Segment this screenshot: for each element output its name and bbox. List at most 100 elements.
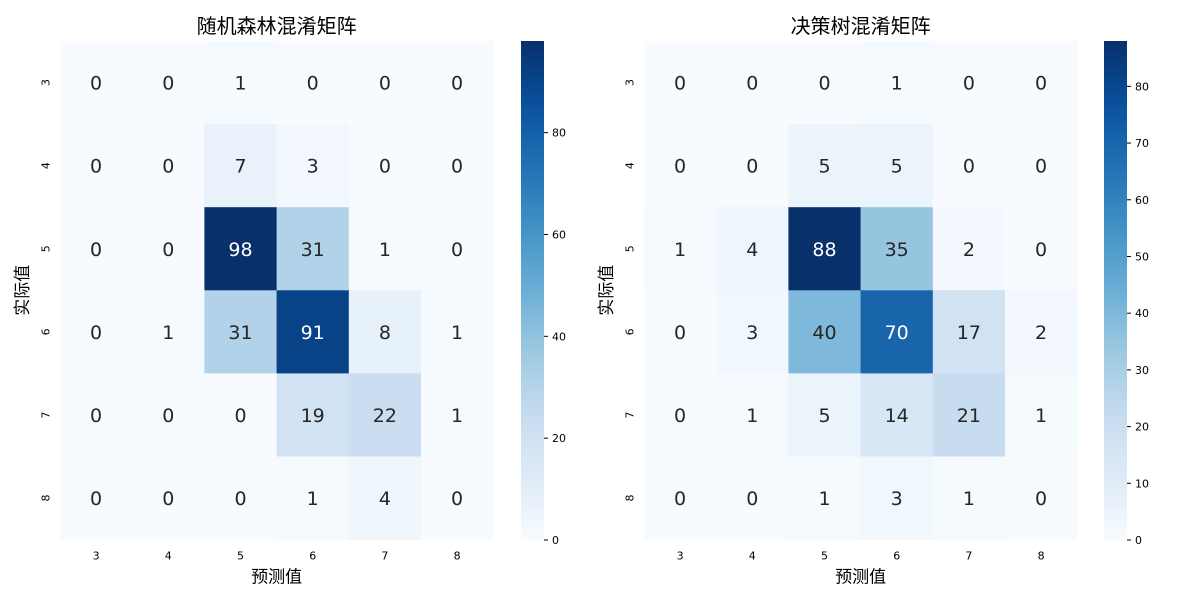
colorbar-tick-label: 80	[1135, 80, 1149, 93]
heatmap-cell	[421, 290, 494, 374]
heatmap-cell	[644, 456, 717, 541]
cell-value-label: 0	[162, 156, 174, 178]
cell-value-label: 1	[379, 239, 391, 261]
random-forest-confusion-matrix: 0 0 1 0 0 0 0 0 7 3 0 0 0 0 98 31 1 0 0 1 31 91 8 1 0 0 0 19 22 1 0 0 0 1…	[13, 14, 566, 588]
heatmap-cell	[132, 456, 205, 541]
cell-value-label: 0	[234, 488, 246, 510]
cell-value-label: 35	[885, 239, 909, 261]
colorbar-tick-label: 20	[1135, 421, 1149, 434]
heatmap-cell	[716, 290, 789, 374]
heatmap-cell	[204, 456, 278, 541]
y-tick-label: 7	[624, 411, 637, 418]
cell-value-label: 5	[818, 405, 830, 427]
cell-value-label: 0	[451, 488, 463, 510]
heatmap-cell	[60, 124, 133, 208]
heatmap-cell	[132, 207, 205, 291]
heatmap-cell	[932, 124, 1006, 208]
cell-value-label: 0	[746, 488, 758, 510]
heatmap-cell	[348, 207, 422, 291]
cell-value-label: 1	[234, 73, 246, 95]
heatmap-cell	[348, 456, 422, 541]
cell-value-label: 0	[1035, 239, 1047, 261]
heatmap-cell	[348, 373, 422, 457]
heatmap-cell	[60, 373, 133, 457]
heatmap-cell	[644, 290, 717, 374]
heatmap-cell	[716, 373, 789, 457]
x-tick-label: 4	[749, 550, 756, 563]
y-tick-label: 4	[624, 162, 637, 169]
cell-value-label: 0	[379, 73, 391, 95]
heatmap-cell	[644, 124, 717, 208]
cell-value-label: 5	[818, 156, 830, 178]
x-axis-label: 预测值	[835, 568, 886, 588]
colorbar-tick-label: 60	[552, 228, 566, 241]
heatmap-cell	[421, 41, 494, 125]
colorbar-tick-label: 60	[1135, 194, 1149, 207]
heatmap-cell	[204, 41, 278, 125]
cell-value-label: 31	[228, 322, 252, 344]
x-tick-label: 8	[1038, 550, 1045, 563]
cell-value-label: 0	[90, 405, 102, 427]
cell-value-label: 1	[891, 73, 903, 95]
cell-value-label: 3	[746, 322, 758, 344]
cell-value-label: 0	[674, 488, 686, 510]
cell-value-label: 1	[451, 322, 463, 344]
heatmap-cell	[716, 207, 789, 291]
heatmap-cell	[788, 290, 862, 374]
cell-value-label: 8	[379, 322, 391, 344]
heatmap-cell	[860, 207, 934, 291]
x-axis-label: 预测值	[251, 568, 302, 588]
heatmap-cell	[1005, 207, 1078, 291]
y-tick-label: 4	[40, 162, 53, 169]
cell-value-label: 17	[957, 322, 981, 344]
cell-value-label: 0	[451, 156, 463, 178]
cell-value-label: 1	[674, 239, 686, 261]
cell-value-label: 3	[307, 156, 319, 178]
heatmap-cell	[348, 124, 422, 208]
chart-title: 随机森林混淆矩阵	[197, 14, 357, 38]
colorbar-tick-label: 50	[1135, 250, 1149, 263]
colorbar	[1104, 41, 1127, 540]
heatmap-cell	[932, 290, 1006, 374]
heatmap-cell	[421, 456, 494, 541]
colorbar-tick-label: 10	[1135, 477, 1149, 490]
cell-value-label: 1	[818, 488, 830, 510]
cell-value-label: 7	[234, 156, 246, 178]
heatmap-cell	[788, 124, 862, 208]
cell-value-label: 3	[891, 488, 903, 510]
heatmap-cell	[788, 373, 862, 457]
colorbar	[521, 41, 544, 540]
cell-value-label: 0	[674, 322, 686, 344]
cell-value-label: 0	[234, 405, 246, 427]
colorbar-tick-label: 40	[552, 330, 566, 343]
heatmap-cell	[276, 207, 350, 291]
cell-value-label: 0	[674, 405, 686, 427]
cell-value-label: 91	[301, 322, 325, 344]
y-axis-label: 实际值	[597, 265, 617, 316]
cell-value-label: 40	[812, 322, 836, 344]
heatmap-cell	[132, 290, 205, 374]
y-tick-label: 3	[624, 79, 637, 86]
cell-value-label: 0	[674, 156, 686, 178]
colorbar-tick-label: 20	[552, 432, 566, 445]
heatmap-cell	[348, 290, 422, 374]
heatmap-cell	[716, 456, 789, 541]
heatmap-cell	[421, 207, 494, 291]
colorbar-tick-label: 0	[1135, 534, 1142, 547]
cell-value-label: 0	[90, 73, 102, 95]
y-tick-label: 3	[40, 79, 53, 86]
y-tick-label: 8	[40, 495, 53, 502]
heatmap-cell	[60, 290, 133, 374]
y-tick-label: 8	[624, 495, 637, 502]
y-tick-label: 5	[624, 245, 637, 252]
cell-value-label: 0	[1035, 73, 1047, 95]
cell-value-label: 0	[90, 488, 102, 510]
heatmap-cell	[860, 41, 934, 125]
heatmap-cell	[860, 290, 934, 374]
cell-value-label: 0	[746, 73, 758, 95]
heatmap-cell	[716, 124, 789, 208]
y-tick-label: 6	[40, 328, 53, 335]
cell-value-label: 1	[162, 322, 174, 344]
heatmap-cell	[932, 41, 1006, 125]
cell-value-label: 1	[451, 405, 463, 427]
